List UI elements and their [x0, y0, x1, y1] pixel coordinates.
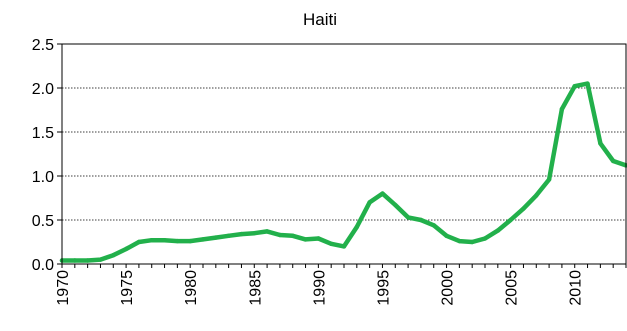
data-point: [406, 215, 410, 219]
data-point: [444, 234, 448, 238]
plot-frame: [62, 44, 626, 264]
x-tick-label: 1975: [119, 270, 136, 306]
data-point: [585, 81, 589, 85]
data-point: [303, 237, 307, 241]
data-point: [380, 191, 384, 195]
data-point: [367, 200, 371, 204]
data-point: [342, 244, 346, 248]
data-point: [393, 203, 397, 207]
data-point: [201, 237, 205, 241]
x-tick-label: 2005: [504, 270, 521, 306]
x-tick-label: 1970: [55, 270, 72, 306]
data-point: [265, 229, 269, 233]
y-tick-label: 2.5: [32, 37, 54, 54]
x-tick-label: 1985: [247, 270, 264, 306]
y-tick-label: 0.0: [32, 257, 54, 274]
data-point: [534, 193, 538, 197]
grid-lines: [62, 44, 626, 220]
data-point: [188, 239, 192, 243]
data-point: [521, 206, 525, 210]
data-point: [124, 247, 128, 251]
data-point: [73, 258, 77, 262]
data-point: [150, 238, 154, 242]
data-point: [239, 232, 243, 236]
y-tick-label: 0.5: [32, 213, 54, 230]
x-tick-label: 2010: [568, 270, 585, 306]
y-tick-label: 1.5: [32, 125, 54, 142]
data-point: [252, 231, 256, 235]
data-point: [316, 236, 320, 240]
data-point: [496, 228, 500, 232]
data-point: [214, 235, 218, 239]
x-tick-label: 1995: [375, 270, 392, 306]
data-point: [162, 238, 166, 242]
y-tick-label: 2.0: [32, 81, 54, 98]
data-point: [419, 218, 423, 222]
x-tick-label: 2000: [440, 270, 457, 306]
x-tick-label: 1980: [183, 270, 200, 306]
data-point: [291, 234, 295, 238]
data-point: [278, 233, 282, 237]
data-point: [547, 177, 551, 181]
y-axis: 0.0 0.5 1.0 1.5 2.0 2.5: [32, 37, 62, 274]
x-tick-label: 1990: [311, 270, 328, 306]
series-line-0: [62, 84, 626, 261]
data-point: [85, 258, 89, 262]
data-point: [175, 239, 179, 243]
data-point: [329, 242, 333, 246]
chart-title: Haiti: [303, 10, 337, 29]
data-point: [355, 225, 359, 229]
data-point: [598, 141, 602, 145]
data-point: [98, 257, 102, 261]
data-point: [508, 218, 512, 222]
data-point: [111, 253, 115, 257]
data-point: [137, 240, 141, 244]
y-tick-label: 1.0: [32, 169, 54, 186]
series-layer: [60, 81, 627, 262]
data-point: [483, 236, 487, 240]
data-point: [560, 107, 564, 111]
data-point: [457, 239, 461, 243]
data-point: [470, 240, 474, 244]
x-axis: 1970 1975 1980 1985 1990 1995 2000 2005 2010: [55, 264, 626, 306]
data-point: [573, 84, 577, 88]
data-point: [226, 234, 230, 238]
data-point: [432, 223, 436, 227]
data-point: [611, 159, 615, 163]
